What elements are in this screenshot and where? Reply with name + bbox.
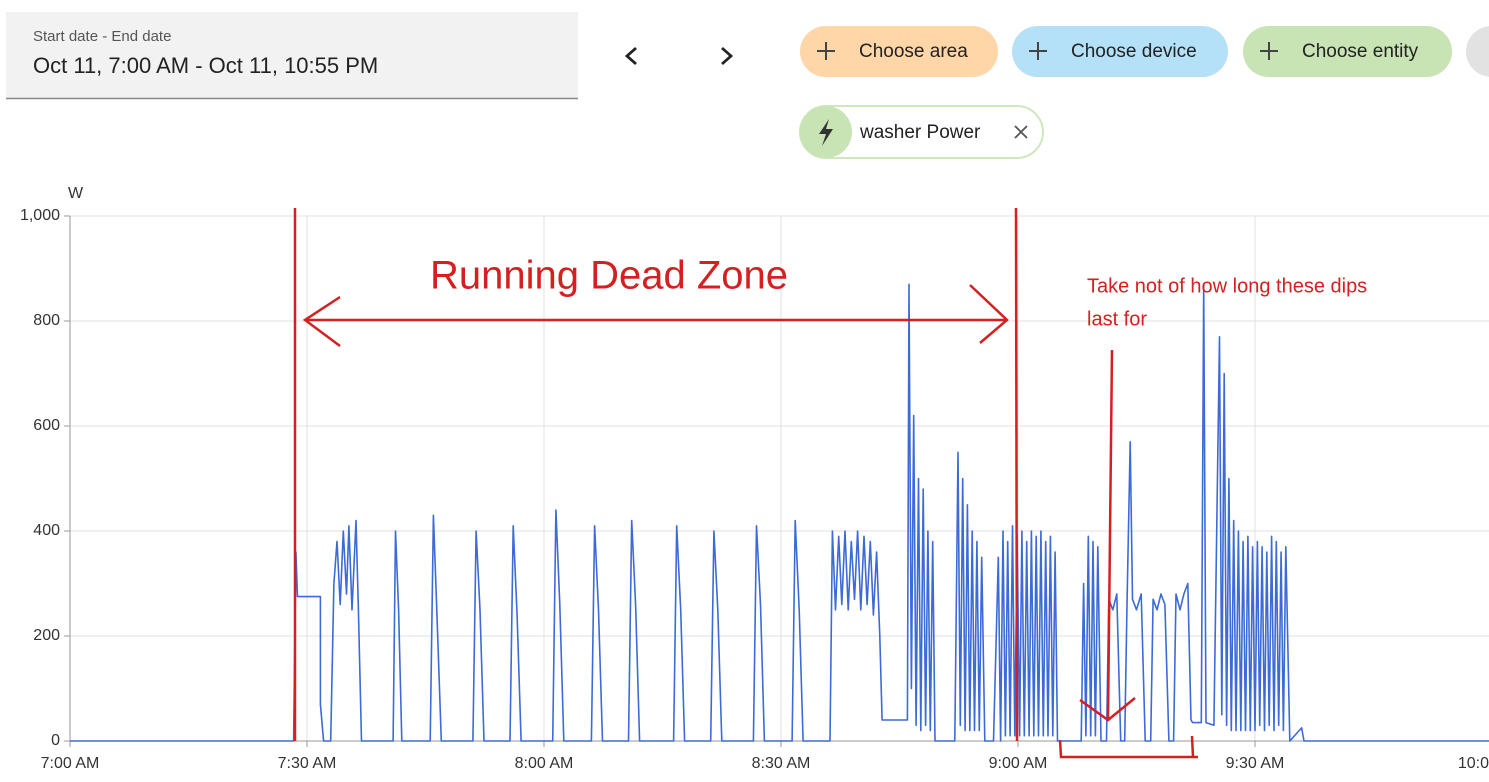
chip-entity[interactable]: Choose entity xyxy=(1243,26,1452,77)
chip-more[interactable] xyxy=(1466,26,1489,77)
y-tick-label: 0 xyxy=(51,732,60,749)
date-label: Start date - End date xyxy=(33,28,171,45)
remove-button[interactable] xyxy=(1014,125,1028,139)
bracket xyxy=(1058,735,1198,759)
y-tick-label: 800 xyxy=(33,312,60,329)
y-tick-label: 400 xyxy=(33,522,60,539)
chip-label: Choose device xyxy=(1071,41,1197,62)
chart: 0 200 400 600 800 1,000 7:00 AM 7:30 AM 8:00 AM 8… xyxy=(20,207,1489,772)
annotation: Take not of how long these dips xyxy=(1087,275,1367,297)
y-tick-label: 200 xyxy=(33,627,60,644)
chip-bg[interactable] xyxy=(1012,26,1228,77)
bolt-icon xyxy=(819,119,833,146)
date-field[interactable] xyxy=(6,12,578,98)
power-line xyxy=(70,283,1489,742)
down-arrow xyxy=(1079,349,1136,722)
x-tick-label: 9:30 AM xyxy=(1226,755,1285,772)
chip-area[interactable]: Choose area xyxy=(800,26,998,77)
selected-entity-chip[interactable]: washer Power xyxy=(799,105,1044,159)
x-tick-label: 9:00 AM xyxy=(989,755,1048,772)
arrow-heads xyxy=(302,284,1009,348)
chip-bg[interactable] xyxy=(1243,26,1452,77)
date-range: Oct 11, 7:00 AM - Oct 11, 10:55 PM xyxy=(33,53,378,78)
plus-icon xyxy=(1260,42,1278,60)
annotation: Running Dead Zone xyxy=(430,254,788,298)
next-button[interactable] xyxy=(721,46,734,66)
chip-device[interactable]: Choose device xyxy=(1012,26,1228,77)
chip-label: Choose entity xyxy=(1302,41,1419,62)
chip-label: Choose area xyxy=(859,41,968,62)
red-line xyxy=(1014,207,1019,742)
date-picker[interactable]: Start date - End date Oct 11, 7:00 AM - … xyxy=(6,12,578,100)
y-tick-label: 1,000 xyxy=(20,207,60,224)
plus-icon xyxy=(817,42,835,60)
y-unit: W xyxy=(68,185,84,202)
chip-label: washer Power xyxy=(859,122,981,143)
annotation: last for xyxy=(1087,308,1147,330)
y-tick-label: 600 xyxy=(33,417,60,434)
x-tick-label: 7:00 AM xyxy=(41,755,100,772)
annotation-marks: Running Dead Zone Take not of how long t… xyxy=(293,207,1367,759)
x-tick-label: 10:0 xyxy=(1458,755,1489,772)
x-tick-label: 8:00 AM xyxy=(515,755,574,772)
x-tick-label: 8:30 AM xyxy=(752,755,811,772)
plus-icon xyxy=(1029,42,1047,60)
prev-button[interactable] xyxy=(624,46,637,66)
chip-bg[interactable] xyxy=(800,26,998,77)
x-tick-label: 7:30 AM xyxy=(278,755,337,772)
